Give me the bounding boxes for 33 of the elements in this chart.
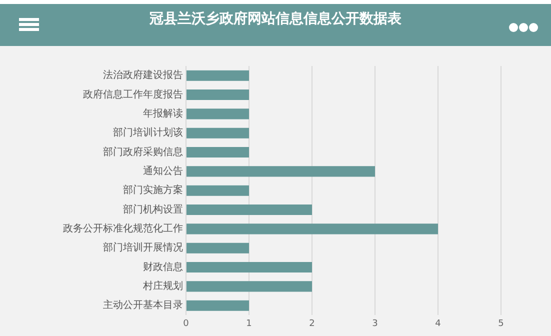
bar [186, 242, 249, 254]
y-tick-label: 部门机构设置 [123, 203, 183, 216]
y-tick-label: 通知公告 [143, 165, 183, 178]
x-tick-label: 5 [498, 318, 504, 329]
y-tick-label: 年报解读 [143, 108, 183, 120]
bar [186, 166, 375, 177]
x-tick-label: 4 [435, 318, 442, 329]
bar [186, 108, 249, 120]
bar [186, 128, 249, 138]
bar [186, 185, 249, 196]
y-tick-label: 政府信息工作年度报告 [83, 88, 183, 100]
y-tick-label: 主动公开基本目录 [103, 299, 183, 312]
y-tick-label: 部门培训计划该 [113, 126, 183, 139]
x-tick-label: 1 [246, 318, 252, 329]
y-tick-label: 部门政府采购信息 [103, 146, 183, 158]
y-tick-label: 村庄规划 [142, 280, 183, 292]
y-tick-label: 部门实施方案 [123, 184, 183, 196]
bar [186, 281, 312, 292]
y-tick-label: 法治政府建设报告 [103, 69, 183, 82]
x-tick-label: 3 [372, 318, 378, 329]
bar [186, 204, 312, 216]
y-tick-label: 财政信息 [143, 260, 183, 273]
x-tick-label: 2 [309, 318, 315, 329]
bar [186, 70, 249, 81]
bar [186, 300, 249, 311]
y-tick-label: 部门培训开展情况 [103, 242, 183, 254]
bar [186, 146, 249, 158]
bar [186, 262, 312, 273]
bar [186, 89, 249, 100]
bar [186, 224, 438, 234]
chart-title: 冠县兰沃乡政府网站信息信息公开数据表 [148, 10, 402, 28]
x-tick-label: 0 [183, 318, 190, 329]
y-tick-label: 政务公开标准化规范化工作 [63, 222, 183, 235]
